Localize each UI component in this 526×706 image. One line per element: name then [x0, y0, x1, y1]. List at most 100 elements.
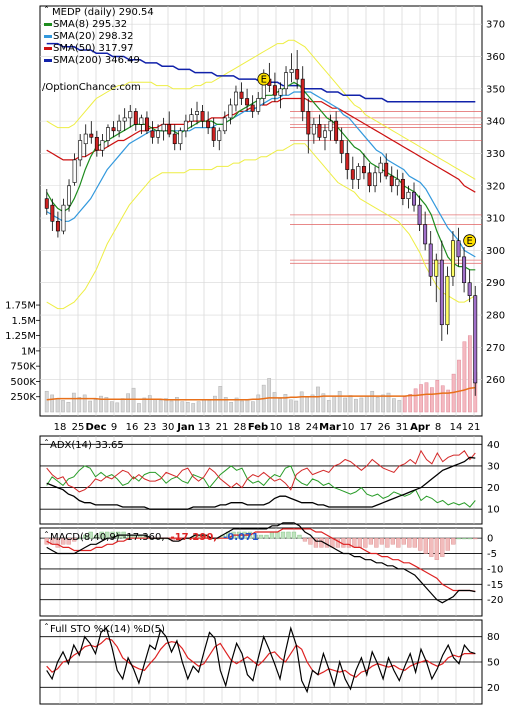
candle-body [323, 130, 327, 138]
y-tick-label: 50 [487, 658, 500, 669]
volume-bar [299, 391, 304, 413]
candle [456, 227, 461, 267]
candle [156, 124, 161, 144]
candle [367, 163, 372, 193]
candle-body [250, 104, 255, 112]
earnings-marker-label: E [466, 236, 472, 247]
candle-body [373, 172, 378, 187]
stochastic-y-ticks: 20 50 80 [487, 632, 500, 694]
candle-body [423, 224, 428, 245]
x-axis-label: 18 [288, 422, 301, 433]
macd-hist-bar [258, 534, 264, 539]
candle-body [111, 127, 116, 132]
legend-swatch [44, 47, 52, 50]
y-tick-label: -5 [487, 549, 497, 560]
candle-body [67, 185, 72, 206]
candle [167, 111, 172, 138]
candle [211, 117, 216, 147]
candle-body [300, 78, 305, 112]
price-y-tick-label: 350 [486, 84, 505, 95]
legend: ˆ MEDP (daily) 290.54 SMA(8) 295.32SMA(2… [42, 5, 154, 93]
di-plus-line [46, 465, 476, 508]
macd-hist-bar [280, 531, 286, 539]
price-y-tick-label: 370 [486, 20, 505, 31]
candle [350, 156, 355, 189]
sma20-line [46, 91, 476, 258]
volume-bar [386, 392, 391, 413]
volume-bar [408, 394, 413, 413]
candle [423, 211, 428, 251]
candle [289, 53, 294, 83]
x-axis-labels: 18 25 Dec 9 16 23 30 Jan 13 21 28 Feb 10 18 24 Mar 10 17 2… [54, 422, 481, 433]
macd-line [46, 522, 476, 604]
volume-bar [419, 384, 423, 413]
x-axis-label: 10 [342, 422, 355, 433]
macd-hist-bar [253, 534, 258, 539]
candle [300, 66, 305, 122]
volume-bar [278, 398, 282, 413]
y-tick-label: 30 [487, 461, 500, 472]
candle [50, 198, 55, 232]
candle-body [367, 172, 372, 187]
candle-body [222, 117, 227, 132]
volume-bar [202, 399, 206, 413]
candle [284, 66, 289, 96]
macd-hist-bar [341, 537, 346, 548]
macd-hist-bar [297, 534, 302, 539]
macd-hist-bar [264, 534, 269, 539]
earnings-marker-label: E [261, 75, 267, 86]
volume-bar [137, 403, 141, 413]
price-y-tick-label: 320 [486, 181, 505, 192]
di-minus-line [46, 449, 476, 493]
stochastic-caret: ˆ [44, 622, 49, 634]
candle [339, 127, 344, 164]
price-panel: EE 260270280290300310320330340350360370 … [5, 5, 505, 433]
candle-body [417, 204, 422, 225]
volume-bar [430, 387, 434, 413]
volume-bar [250, 401, 255, 413]
candle-body [55, 221, 60, 232]
legend-entry: SMA(50) 317.97 [53, 43, 134, 54]
candle [78, 134, 83, 167]
volume-bar [364, 395, 369, 413]
bollinger-upper-line [46, 39, 476, 180]
candle-body [195, 111, 199, 115]
candle-body [61, 204, 66, 232]
macd-hist-bar [335, 537, 341, 548]
volume-bar [272, 392, 277, 413]
x-axis-label: 17 [360, 422, 373, 433]
adx-panel: 10 20 30 40 ˆ ADX(14) 33.65 [39, 435, 500, 525]
x-axis-label: 13 [198, 422, 211, 433]
legend-swatch [44, 59, 52, 62]
macd-hist-bar [407, 537, 412, 548]
candle-body [94, 136, 99, 151]
volume-bar [462, 341, 467, 413]
macd-hist-bar [467, 537, 472, 540]
x-axis-label: Mar [319, 422, 341, 433]
x-axis-label: 16 [126, 422, 139, 433]
candle-body [83, 133, 88, 145]
candle-body [456, 240, 461, 258]
candle-body [89, 133, 94, 138]
candle-body [473, 295, 478, 384]
macd-hist-bar [61, 537, 66, 545]
macd-hist-bar [412, 537, 417, 548]
legend-swatch [44, 35, 52, 38]
candle-body [356, 166, 361, 180]
macd-hist-bar [269, 531, 275, 539]
candle-body [428, 243, 433, 277]
volume-bar [316, 386, 320, 413]
candle [178, 127, 183, 151]
y-tick-label: -10 [487, 564, 503, 575]
candle [278, 82, 283, 109]
stochastic-grid [40, 620, 482, 704]
volume-bar [381, 394, 385, 413]
adx-caret: ˆ [44, 438, 49, 450]
candle-body [178, 130, 183, 145]
candle-body [228, 104, 233, 119]
volume-bar [321, 393, 326, 413]
candle-body [334, 120, 339, 141]
volume-bar [267, 378, 272, 413]
volume-bar [467, 335, 472, 413]
